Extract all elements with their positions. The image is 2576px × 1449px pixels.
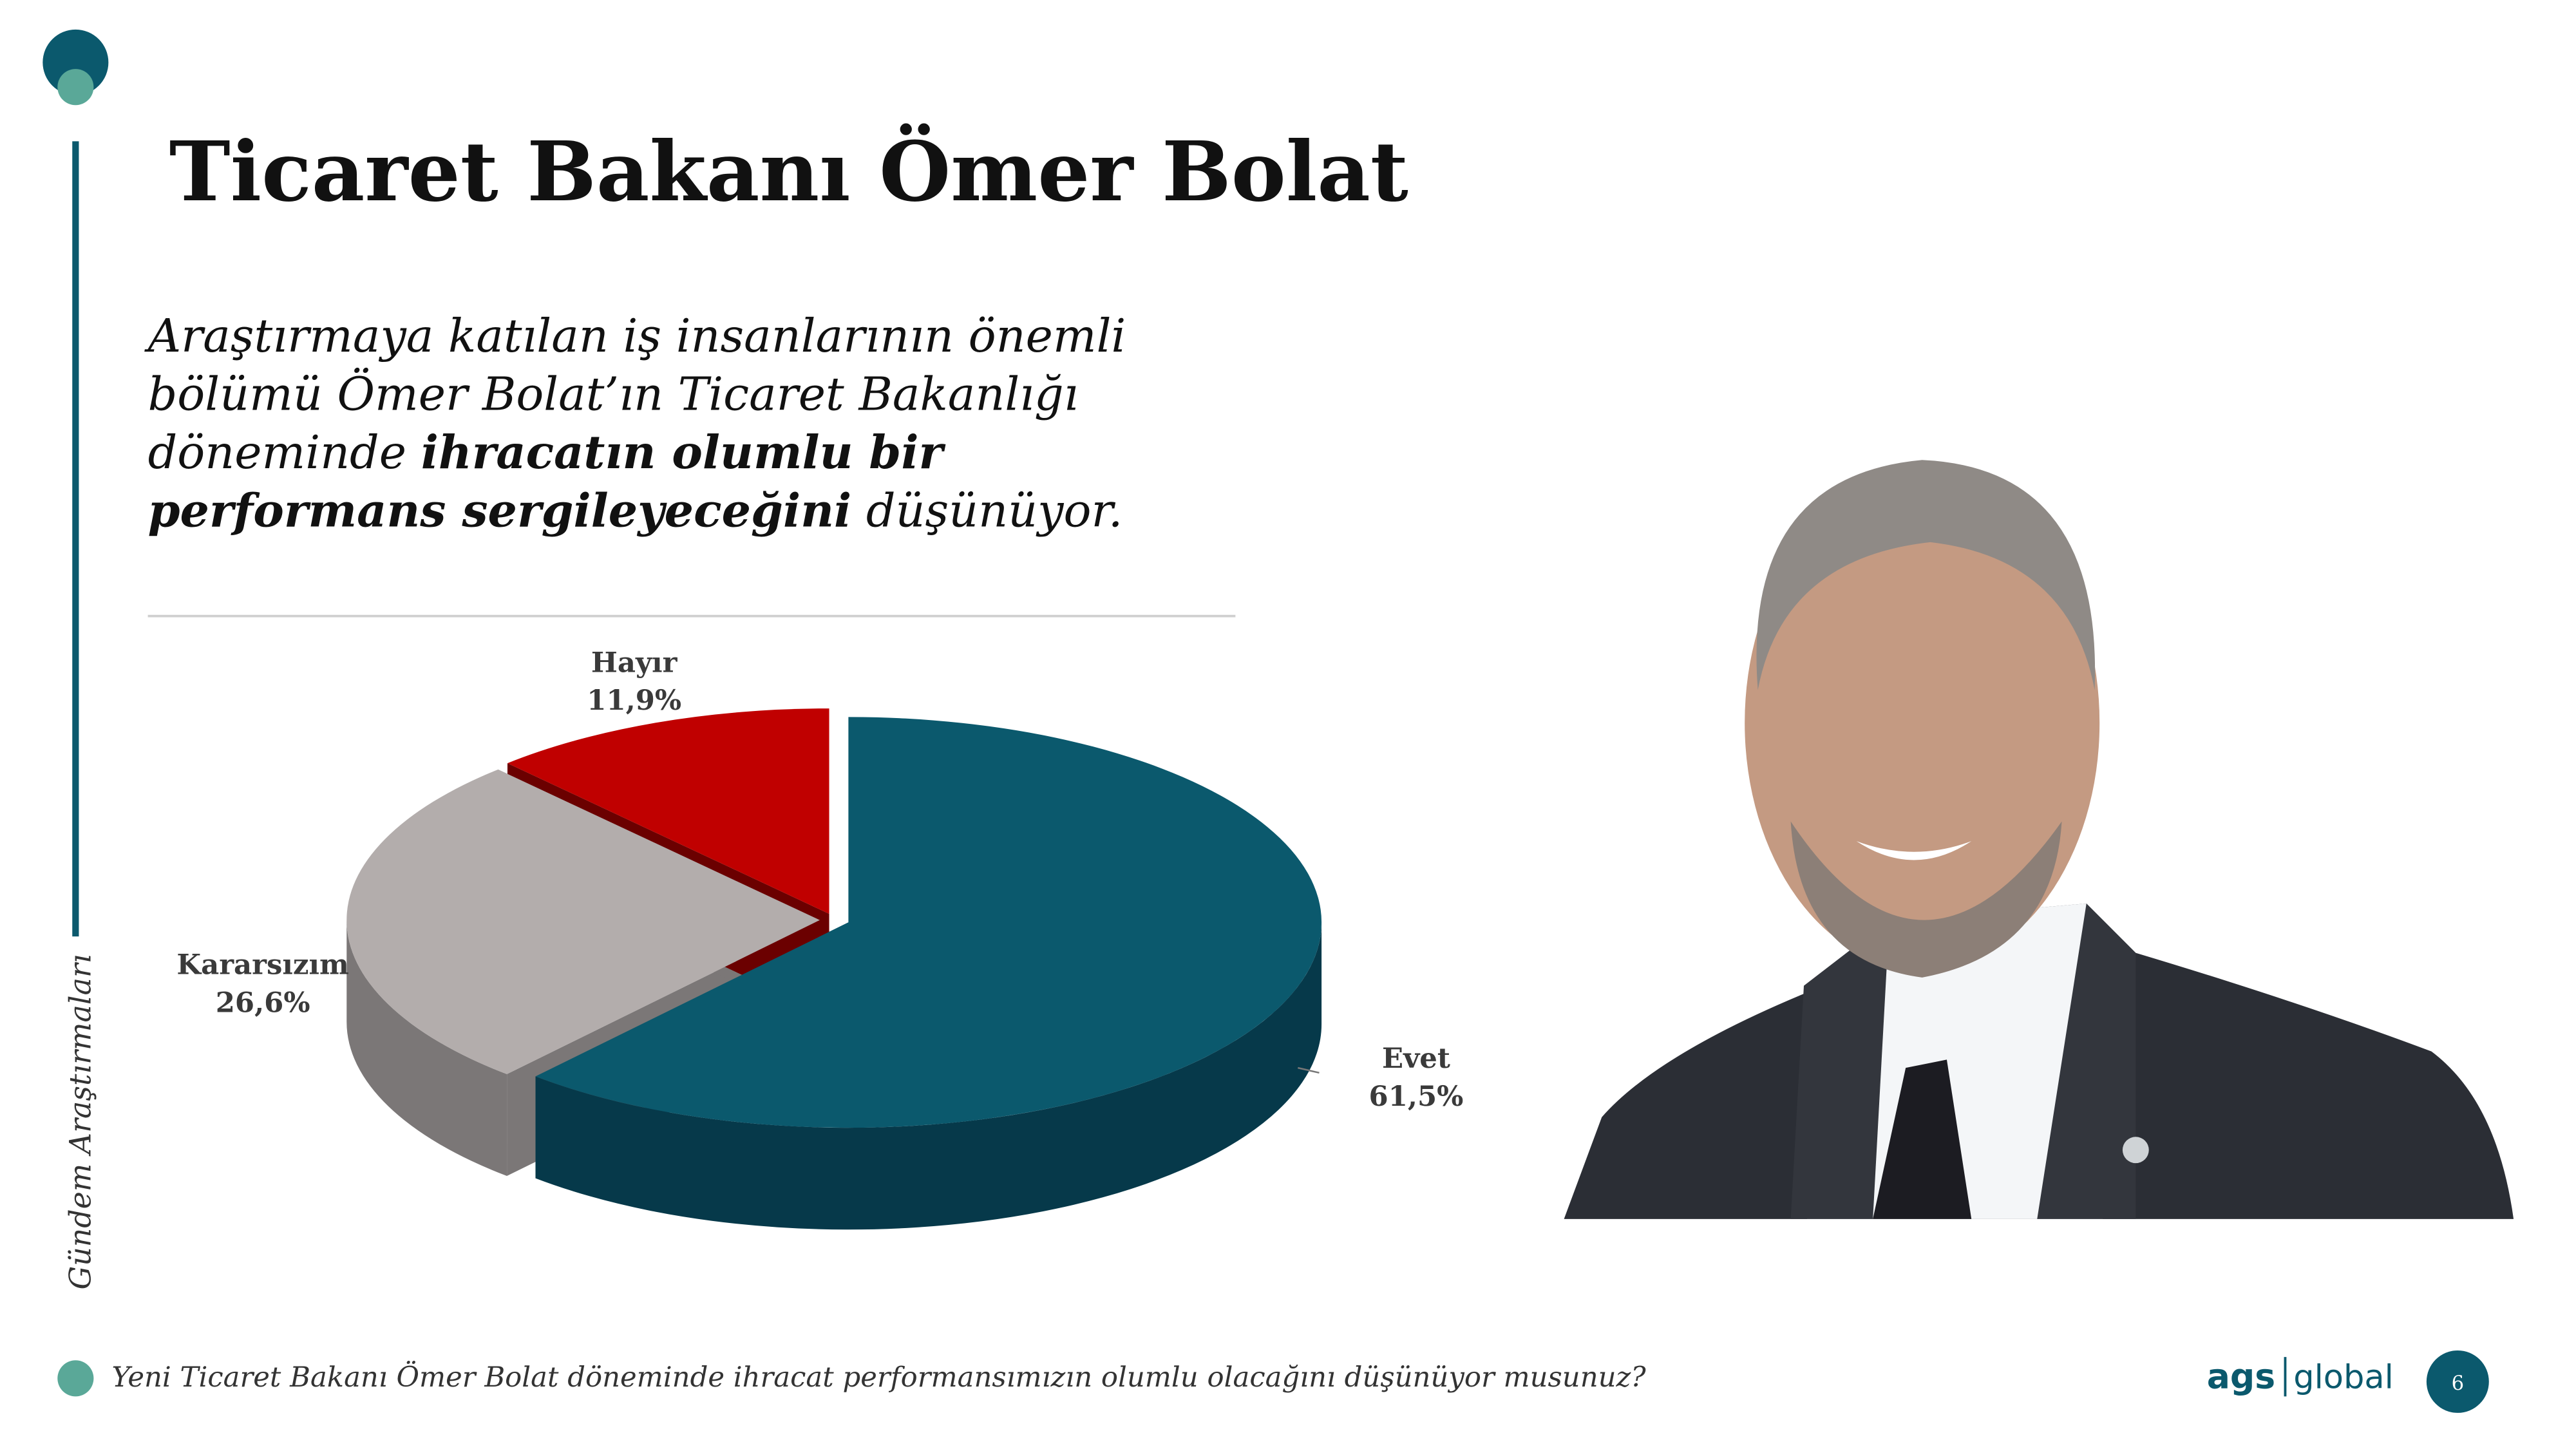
slide-title: Ticaret Bakanı Ömer Bolat [169, 123, 1408, 220]
paragraph-text: döneminde [148, 426, 421, 479]
pie-slice [535, 717, 1322, 1128]
paragraph-text: bölümü Ömer Bolat’ın Ticaret Bakanlığı [148, 367, 1079, 421]
pie-slice [507, 708, 829, 914]
value-label: 11,9% [587, 684, 681, 717]
pie-chart: Evet 61,5% Kararsızım 26,6% Hayır 11,9% [176, 646, 1464, 1230]
category-label: Kararsızım [176, 949, 348, 981]
paragraph-text: düşünüyor. [851, 484, 1122, 538]
footnote-dot [57, 1360, 94, 1397]
page-badge [2426, 1350, 2489, 1413]
portrait [1564, 460, 2514, 1219]
paragraph-text: Araştırmaya katılan iş insanlarının önem… [144, 309, 1126, 363]
paragraph: Araştırmaya katılan iş insanlarının önem… [144, 309, 1126, 538]
paragraph-line: bölümü Ömer Bolat’ın Ticaret Bakanlığı [148, 367, 1079, 421]
logo-dot [57, 69, 94, 106]
leader-line [1298, 1066, 1320, 1074]
value-label: 61,5% [1369, 1080, 1464, 1113]
logo-text: ags [2207, 1356, 2275, 1397]
paragraph-bold: performans sergileyeceğini [148, 484, 852, 538]
pie-slice [346, 769, 820, 1074]
category-label: Evet [1382, 1042, 1450, 1075]
paragraph-line: döneminde ihracatın olumlu bir [148, 425, 946, 479]
pie-side [535, 922, 1322, 1230]
value-label: 26,6% [216, 986, 310, 1019]
footnote: Yeni Ticaret Bakanı Ömer Bolat döneminde… [111, 1361, 1646, 1394]
paragraph-line: performans sergileyeceğini düşünüyor. [148, 484, 1123, 538]
paragraph-bold: ihracatın olumlu bir [421, 425, 946, 479]
category-label: Hayır [591, 646, 678, 679]
pie-side [346, 920, 507, 1177]
logo-dot [43, 29, 109, 95]
logo-text: global [2293, 1359, 2394, 1397]
side-label: Gündem Araştırmaları [62, 954, 97, 1289]
paragraph-line: Araştırmaya katılan iş insanlarının önem… [144, 309, 1126, 363]
page-number: 6 [2452, 1372, 2464, 1395]
